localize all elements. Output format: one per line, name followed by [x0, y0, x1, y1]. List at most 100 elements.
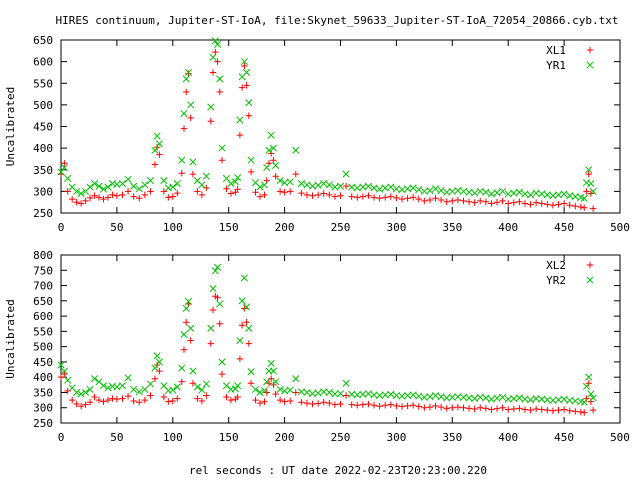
data-point	[231, 178, 239, 186]
data-point	[449, 197, 456, 205]
data-point	[243, 82, 250, 89]
data-point	[240, 58, 248, 66]
data-point	[499, 404, 506, 411]
data-point	[90, 180, 99, 188]
x-axis-label: rel seconds : UT date 2022-02-23T20:23:0…	[189, 464, 487, 477]
data-point	[153, 352, 161, 360]
data-point	[365, 400, 372, 408]
data-point	[136, 399, 143, 406]
data-point	[272, 378, 280, 386]
data-point	[189, 367, 197, 375]
data-point	[267, 131, 275, 139]
data-point	[236, 116, 244, 124]
data-point	[527, 396, 535, 404]
data-point	[337, 400, 344, 408]
data-point	[141, 385, 149, 393]
data-point	[155, 140, 163, 148]
data-point	[359, 183, 367, 191]
data-point	[267, 359, 275, 367]
data-point	[415, 186, 423, 194]
data-point	[488, 200, 495, 207]
data-point	[141, 191, 149, 199]
panel-top: 250 300 350 400 450 500 550 600 650 0 50 100 150 200 2…	[4, 34, 630, 234]
data-point	[437, 403, 445, 411]
y-tick-label: 700	[33, 280, 53, 293]
y-tick-label: 800	[33, 249, 53, 262]
data-point	[286, 386, 294, 394]
legend-label: XL2	[546, 259, 566, 272]
data-point	[77, 189, 85, 198]
data-point	[587, 398, 595, 405]
data-point	[202, 172, 210, 180]
data-point	[73, 400, 80, 408]
data-point	[292, 375, 300, 383]
data-point	[64, 376, 72, 384]
data-point	[426, 393, 434, 401]
data-point	[276, 396, 284, 404]
data-point	[124, 374, 132, 382]
data-point	[227, 396, 235, 404]
data-point	[421, 197, 428, 205]
data-point	[477, 197, 484, 205]
data-point	[180, 125, 188, 132]
data-point	[151, 375, 159, 382]
data-point	[247, 368, 255, 376]
data-point	[124, 188, 132, 195]
data-point	[443, 198, 450, 205]
data-point	[493, 198, 501, 206]
data-point	[326, 399, 333, 407]
data-point	[169, 193, 176, 200]
x-tick-label: 250	[331, 431, 351, 444]
data-point	[370, 194, 378, 201]
y-tick-label: 500	[33, 341, 53, 354]
data-point	[387, 401, 395, 408]
data-point	[538, 395, 546, 403]
data-point	[432, 402, 439, 410]
data-point	[471, 189, 479, 197]
data-point	[415, 195, 422, 203]
data-point	[272, 173, 279, 180]
data-point	[404, 195, 411, 202]
data-point	[532, 189, 540, 197]
data-point	[314, 181, 322, 189]
data-point	[320, 399, 327, 406]
data-point	[236, 131, 244, 139]
data-point	[193, 383, 201, 391]
y-tick-label: 750	[33, 264, 53, 277]
data-point	[231, 385, 239, 393]
data-point	[124, 392, 132, 400]
data-point	[376, 185, 384, 193]
data-point	[214, 58, 221, 65]
legend-label: YR1	[546, 59, 566, 72]
data-point	[532, 395, 540, 403]
data-point	[499, 197, 506, 205]
data-point	[370, 391, 378, 399]
data-point	[218, 370, 226, 378]
data-point	[560, 406, 568, 413]
x-tick-label: 450	[554, 431, 574, 444]
data-point	[292, 146, 300, 154]
x-tick-label: 200	[275, 221, 295, 234]
data-point	[415, 403, 422, 410]
data-point	[454, 403, 462, 411]
data-point	[136, 195, 143, 202]
data-point	[554, 396, 563, 404]
y-tick-label: 400	[33, 142, 53, 155]
data-point	[421, 404, 428, 411]
data-point	[342, 182, 350, 190]
data-point	[86, 385, 94, 393]
data-point	[118, 382, 127, 390]
data-point	[320, 388, 328, 396]
data-point	[325, 388, 333, 397]
data-point	[577, 203, 585, 211]
data-point	[265, 146, 273, 154]
data-point	[151, 364, 159, 372]
data-point	[198, 386, 206, 394]
data-point	[459, 187, 468, 195]
data-point	[393, 402, 400, 410]
data-point	[73, 388, 81, 397]
data-point	[566, 407, 573, 414]
data-point	[245, 324, 253, 332]
data-point	[100, 195, 107, 203]
data-point	[180, 109, 188, 118]
